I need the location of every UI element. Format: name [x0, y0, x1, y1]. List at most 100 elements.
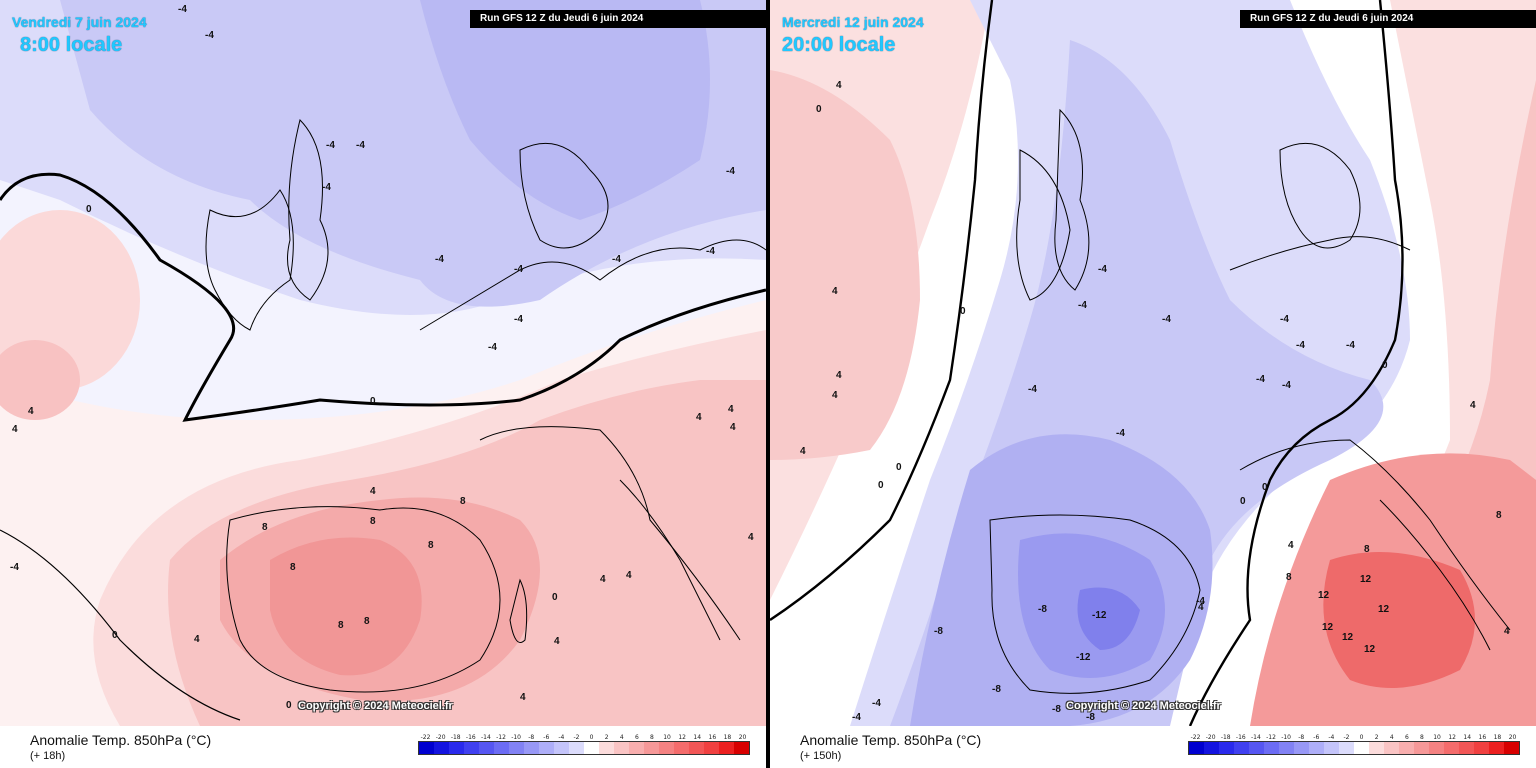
contour-label: 4 — [696, 412, 702, 423]
anomaly-map-left: -4 -4 -4 -4 -4 -4 -4 -4 -4 -4 0 0 0 0 4 … — [0, 0, 766, 726]
legend-tick-label: 4 — [619, 734, 624, 741]
legend-tick-label: 20 — [1508, 734, 1517, 741]
contour-label: 0 — [1240, 496, 1246, 507]
contour-label: 8 — [1286, 572, 1292, 583]
legend-swatch — [1189, 742, 1204, 754]
legend-swatch — [1234, 742, 1249, 754]
legend-tick-label: 18 — [1493, 734, 1502, 741]
legend-tick-label: -4 — [1328, 734, 1335, 741]
legend-tick-label: 2 — [1374, 734, 1379, 741]
legend-tick-label: -2 — [1343, 734, 1350, 741]
legend-tick-label: -22 — [1190, 734, 1201, 741]
contour-label: 4 — [28, 406, 34, 417]
legend-swatch — [434, 742, 449, 754]
map-footer: Anomalie Temp. 850hPa (°C) (+ 18h) -22 -2… — [0, 726, 766, 768]
contour-label: 4 — [1288, 540, 1294, 551]
legend-tick-label: 8 — [1420, 734, 1424, 741]
legend-tick-label: -4 — [558, 734, 565, 741]
legend-tick-label: 14 — [1463, 734, 1472, 741]
legend-swatch — [599, 742, 614, 754]
legend-tick-label: 6 — [1404, 734, 1409, 741]
contour-label: -8 — [992, 684, 1001, 695]
panel-divider — [766, 0, 770, 768]
legend-tick-label: 2 — [604, 734, 609, 741]
contour-label: -4 — [852, 712, 861, 723]
legend-swatch — [659, 742, 674, 754]
contour-label: -4 — [1256, 374, 1265, 385]
legend-swatch — [479, 742, 494, 754]
legend-swatch — [1249, 742, 1264, 754]
anomaly-map-right: 4 0 4 4 4 4 0 0 0 -4 -4 -4 -4 -4 -4 -4 -… — [770, 0, 1536, 726]
legend-tick-label: -8 — [1298, 734, 1305, 741]
contour-label: -4 — [1280, 314, 1289, 325]
legend-swatch — [689, 742, 704, 754]
contour-label: -4 — [1296, 340, 1305, 351]
legend-swatch — [509, 742, 524, 754]
legend-swatch — [1504, 742, 1519, 754]
contour-label: -4 — [10, 562, 19, 573]
contour-label: -8 — [1038, 604, 1047, 615]
contour-label: -4 — [514, 264, 523, 275]
contour-label: 12 — [1360, 574, 1372, 585]
contour-label: -4 — [1078, 300, 1087, 311]
contour-label: -12 — [1092, 610, 1107, 621]
legend-swatch — [1489, 742, 1504, 754]
legend-tick-label: 20 — [738, 734, 747, 741]
contour-label: -4 — [706, 246, 715, 257]
legend-swatch — [1369, 742, 1384, 754]
contour-label: -4 — [356, 140, 365, 151]
contour-label: 4 — [194, 634, 200, 645]
legend-tick-label: -12 — [1266, 734, 1276, 741]
legend-tick-label: -14 — [481, 734, 491, 741]
contour-label: 0 — [370, 396, 376, 407]
legend-tick-label: 12 — [1448, 734, 1456, 741]
legend-tick-label: -22 — [420, 734, 431, 741]
legend-tick-label: 10 — [1433, 734, 1441, 741]
legend-swatch — [419, 742, 434, 754]
copyright-notice: Copyright © 2024 Meteociel.fr — [298, 700, 453, 712]
variable-title: Anomalie Temp. 850hPa (°C) — [30, 732, 212, 748]
contour-label: 8 — [370, 516, 376, 527]
contour-label: 8 — [290, 562, 296, 573]
legend-swatch — [1384, 742, 1399, 754]
forecast-time: 8:00 locale — [20, 34, 123, 56]
legend-tick-label: -6 — [1313, 734, 1320, 741]
contour-label: 8 — [1364, 544, 1370, 555]
legend-tick-label: -2 — [573, 734, 580, 741]
contour-label: 0 — [896, 462, 902, 473]
contour-label: 4 — [1504, 626, 1510, 637]
legend-tick-label: -20 — [435, 734, 446, 741]
legend-tick-label: 6 — [634, 734, 639, 741]
contour-label: -4 — [178, 4, 187, 15]
contour-label: 4 — [832, 390, 838, 401]
legend-swatch — [1399, 742, 1414, 754]
legend-swatch — [494, 742, 509, 754]
legend-tick-label: -12 — [496, 734, 506, 741]
legend-swatch — [584, 742, 599, 754]
forecast-date: Mercredi 12 juin 2024 — [782, 14, 924, 30]
contour-label: -8 — [934, 626, 943, 637]
legend-swatch — [1204, 742, 1219, 754]
contour-label: -8 — [1086, 712, 1095, 723]
legend-tick-label: 4 — [1389, 734, 1394, 741]
legend-tick-label: -18 — [450, 734, 461, 741]
legend-swatch — [719, 742, 734, 754]
contour-label: 8 — [262, 522, 268, 533]
lead-time: (+ 18h) — [30, 750, 66, 762]
legend-tick-label: -10 — [1281, 734, 1292, 741]
contour-label: -4 — [726, 166, 735, 177]
contour-label: -4 — [1196, 596, 1205, 607]
contour-label: 0 — [112, 630, 118, 641]
legend-swatch — [524, 742, 539, 754]
legend-tick-label: 8 — [650, 734, 654, 741]
legend-bar — [418, 741, 750, 755]
run-banner: Run GFS 12 Z du Jeudi 6 juin 2024 — [470, 10, 766, 28]
contour-label: 4 — [748, 532, 754, 543]
legend-swatch — [1264, 742, 1279, 754]
contour-label: -4 — [205, 30, 214, 41]
legend-swatch — [1414, 742, 1429, 754]
run-banner: Run GFS 12 Z du Jeudi 6 juin 2024 — [1240, 10, 1536, 28]
contour-label: 4 — [836, 80, 842, 91]
contour-labels-right: 4 0 4 4 4 4 0 0 0 -4 -4 -4 -4 -4 -4 -4 -… — [800, 80, 1510, 723]
legend-swatch — [674, 742, 689, 754]
